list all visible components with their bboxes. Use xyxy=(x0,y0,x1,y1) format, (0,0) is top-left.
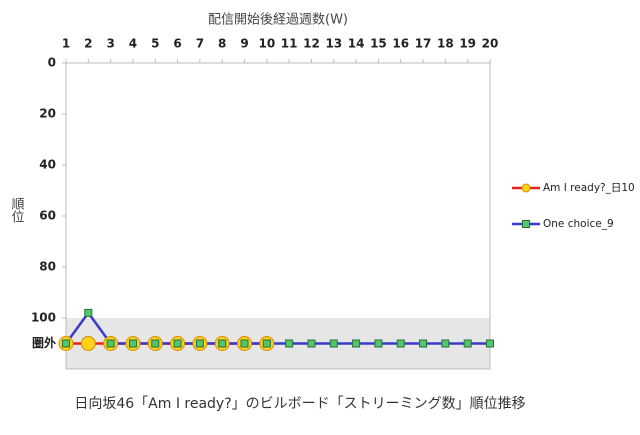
point xyxy=(80,336,96,351)
y-tick-label: 80 xyxy=(39,260,56,274)
y-tick-label: 100 xyxy=(31,311,56,325)
legend-marker xyxy=(522,220,530,228)
point xyxy=(173,339,182,348)
legend-label: Am I ready?_日10 xyxy=(543,182,635,194)
point xyxy=(262,339,271,348)
x-tick-label: 19 xyxy=(459,37,476,51)
x-tick-label: 5 xyxy=(151,37,159,51)
point xyxy=(195,339,204,348)
y-tick-label: 60 xyxy=(39,209,56,223)
legend-marker xyxy=(521,183,531,193)
point xyxy=(240,339,249,348)
x-tick-label: 15 xyxy=(370,37,387,51)
x-tick-label: 6 xyxy=(173,37,181,51)
x-tick-label: 12 xyxy=(303,37,320,51)
y-tick-label: 圏外 xyxy=(32,335,56,350)
point xyxy=(84,308,93,317)
point xyxy=(151,339,160,348)
x-axis-label: 配信開始後経過週数(W) xyxy=(208,13,348,28)
legend-label: One choice_9 xyxy=(543,218,614,230)
point xyxy=(62,339,70,348)
point xyxy=(352,339,361,348)
point xyxy=(307,339,316,348)
x-tick-label: 20 xyxy=(482,37,499,51)
point xyxy=(329,339,338,348)
y-tick-label: 20 xyxy=(39,107,56,121)
x-tick-label: 14 xyxy=(348,37,365,51)
x-tick-label: 17 xyxy=(415,37,432,51)
point xyxy=(218,339,227,348)
x-tick-label: 1 xyxy=(62,37,70,51)
y-tick-label: 40 xyxy=(39,158,56,172)
point xyxy=(128,339,137,348)
point xyxy=(419,339,428,348)
x-tick-label: 8 xyxy=(218,37,226,51)
x-tick-label: 11 xyxy=(281,37,298,51)
point xyxy=(463,339,472,348)
point xyxy=(441,339,450,348)
point xyxy=(374,339,383,348)
caption: 日向坂46「Am I ready?」のビルボード「ストリーミング数」順位推移 xyxy=(74,396,525,412)
point xyxy=(396,339,405,348)
y-axis-label: 順位 xyxy=(9,197,25,223)
x-tick-label: 7 xyxy=(196,37,204,51)
x-tick-label: 13 xyxy=(325,37,342,51)
point xyxy=(106,339,115,348)
point xyxy=(285,339,294,348)
x-tick-label: 3 xyxy=(106,37,114,51)
y-tick-label: 0 xyxy=(48,56,56,70)
x-tick-label: 18 xyxy=(437,37,454,51)
point xyxy=(486,339,494,348)
x-tick-label: 10 xyxy=(258,37,275,51)
x-tick-label: 4 xyxy=(129,37,137,51)
x-tick-label: 2 xyxy=(84,37,92,51)
x-tick-label: 16 xyxy=(392,37,409,51)
x-tick-label: 9 xyxy=(240,37,248,51)
